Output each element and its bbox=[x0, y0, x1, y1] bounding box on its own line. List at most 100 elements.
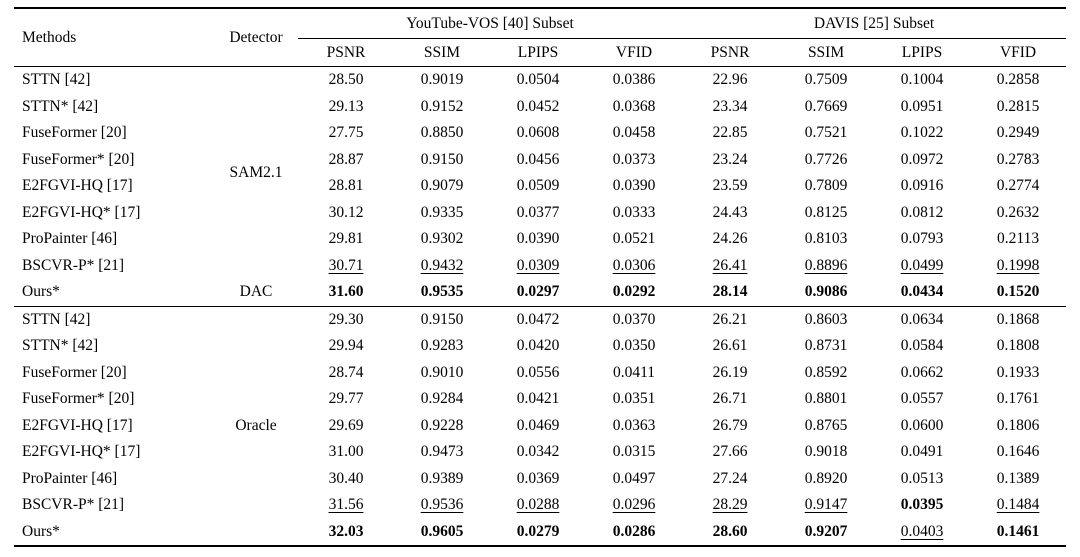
col-header-ssim-yt: SSIM bbox=[423, 43, 461, 61]
col-header-methods: Methods bbox=[22, 28, 77, 46]
col-header-vfid-davis: VFID bbox=[999, 43, 1037, 61]
method-cell: ProPainter [46] bbox=[22, 230, 118, 248]
metric-cell: 28.29 bbox=[712, 496, 748, 514]
metric-cell: 0.0972 bbox=[900, 150, 944, 168]
table-row: Ours* 32.03 0.9605 0.0279 0.0286 28.60 0.9207 0… bbox=[14, 519, 1066, 547]
results-table: Methods Detector YouTube-VOS [40] Subset… bbox=[14, 7, 1067, 547]
col-header-lpips-yt: LPIPS bbox=[517, 43, 559, 61]
method-cell: STTN [42] bbox=[22, 310, 91, 328]
metric-cell: 23.24 bbox=[712, 150, 748, 168]
method-cell: E2FGVI-HQ* [17] bbox=[22, 443, 141, 461]
metric-cell: 0.9010 bbox=[420, 363, 464, 381]
method-cell: BSCVR-P* [21] bbox=[22, 256, 125, 274]
table-row: ProPainter [46] 29.81 0.9302 0.0390 0.0521 24… bbox=[14, 226, 1066, 253]
table-row: FuseFormer [20] 28.74 0.9010 0.0556 0.0411 26… bbox=[14, 360, 1066, 387]
col-group-youtube-vos: YouTube-VOS [40] Subset bbox=[298, 8, 683, 39]
metric-cell: 0.0421 bbox=[516, 390, 560, 408]
metric-cell: 29.81 bbox=[328, 230, 364, 248]
method-cell: FuseFormer* [20] bbox=[22, 150, 135, 168]
metric-cell: 26.79 bbox=[712, 416, 748, 434]
metric-cell: 0.0390 bbox=[516, 230, 560, 248]
metric-cell: 0.0363 bbox=[612, 416, 656, 434]
metric-cell: 0.0513 bbox=[900, 469, 944, 487]
metric-cell: 23.34 bbox=[712, 97, 748, 115]
metric-cell: 0.9086 bbox=[804, 283, 848, 301]
metric-cell: 22.85 bbox=[712, 124, 748, 142]
metric-cell: 0.0286 bbox=[612, 522, 656, 540]
method-cell: FuseFormer [20] bbox=[22, 363, 127, 381]
metric-cell: 0.0456 bbox=[516, 150, 560, 168]
metric-cell: 0.0411 bbox=[612, 363, 656, 381]
metric-cell: 0.2858 bbox=[996, 71, 1040, 89]
metric-cell: 0.7726 bbox=[804, 150, 848, 168]
metric-cell: 0.0297 bbox=[516, 283, 560, 301]
metric-cell: 0.9284 bbox=[420, 390, 464, 408]
table-row: FuseFormer [20] 27.75 0.8850 0.0608 0.0458 22… bbox=[14, 120, 1066, 147]
metric-cell: 0.0350 bbox=[612, 337, 656, 355]
metric-cell: 0.0557 bbox=[900, 390, 944, 408]
metric-cell: 0.1646 bbox=[996, 443, 1040, 461]
metric-cell: 0.0600 bbox=[900, 416, 944, 434]
metric-cell: 0.7809 bbox=[804, 177, 848, 195]
metric-cell: 31.60 bbox=[328, 283, 364, 301]
metric-cell: 0.1389 bbox=[996, 469, 1040, 487]
metric-cell: 0.8850 bbox=[420, 124, 464, 142]
metric-cell: 0.0812 bbox=[900, 203, 944, 221]
metric-cell: 0.0951 bbox=[900, 97, 944, 115]
metric-cell: 0.9302 bbox=[420, 230, 464, 248]
metric-cell: 0.0370 bbox=[612, 310, 656, 328]
metric-cell: 0.9335 bbox=[420, 203, 464, 221]
metric-cell: 0.9150 bbox=[420, 150, 464, 168]
table-row: E2FGVI-HQ [17] 29.69 0.9228 0.0469 0.0363 26.… bbox=[14, 413, 1066, 440]
metric-cell: 0.0472 bbox=[516, 310, 560, 328]
metric-cell: 0.0377 bbox=[516, 203, 560, 221]
metric-cell: 0.0521 bbox=[612, 230, 656, 248]
metric-cell: 0.0315 bbox=[612, 443, 656, 461]
table-row: E2FGVI-HQ [17] 28.81 0.9079 0.0509 0.0390 23.… bbox=[14, 173, 1066, 200]
method-cell: FuseFormer [20] bbox=[22, 124, 127, 142]
metric-cell: 0.0351 bbox=[612, 390, 656, 408]
metric-cell: 28.50 bbox=[328, 71, 364, 89]
metric-cell: 0.7669 bbox=[804, 97, 848, 115]
metric-cell: 29.13 bbox=[328, 97, 364, 115]
metric-cell: 0.0279 bbox=[516, 522, 560, 540]
metric-cell: 0.9432 bbox=[420, 256, 464, 274]
metric-cell: 22.96 bbox=[712, 71, 748, 89]
metric-cell: 0.8103 bbox=[804, 230, 848, 248]
method-cell: E2FGVI-HQ [17] bbox=[22, 177, 133, 195]
col-header-psnr-yt: PSNR bbox=[326, 43, 366, 61]
metric-cell: 0.0296 bbox=[612, 496, 656, 514]
method-cell: E2FGVI-HQ* [17] bbox=[22, 203, 141, 221]
table-row: STTN [42] Oracle 29.30 0.9150 0.0472 0.0370 26… bbox=[14, 306, 1066, 434]
table-row: BSCVR-P* [21] 31.56 0.9536 0.0288 0.0296 28.2… bbox=[14, 492, 1066, 519]
col-group-davis: DAVIS [25] Subset bbox=[682, 8, 1067, 39]
metric-cell: 0.0369 bbox=[516, 469, 560, 487]
metric-cell: 29.94 bbox=[328, 337, 364, 355]
method-cell: STTN [42] bbox=[22, 71, 91, 89]
method-cell: STTN* [42] bbox=[22, 337, 99, 355]
metric-cell: 0.9018 bbox=[804, 443, 848, 461]
metric-cell: 0.2113 bbox=[997, 230, 1040, 248]
metric-cell: 26.61 bbox=[712, 337, 748, 355]
metric-cell: 0.9079 bbox=[420, 177, 464, 195]
col-header-ssim-davis: SSIM bbox=[807, 43, 845, 61]
metric-cell: 0.1933 bbox=[996, 363, 1040, 381]
metric-cell: 0.9536 bbox=[420, 496, 464, 514]
metric-cell: 28.60 bbox=[712, 522, 748, 540]
table-header: Methods Detector YouTube-VOS [40] Subset… bbox=[14, 8, 1067, 67]
detector-cell: Oracle bbox=[235, 416, 277, 434]
metric-cell: 0.1761 bbox=[996, 390, 1040, 408]
method-cell: Ours* bbox=[22, 283, 60, 301]
metric-cell: 0.2815 bbox=[996, 97, 1040, 115]
col-header-psnr-davis: PSNR bbox=[710, 43, 750, 61]
metric-cell: 0.0333 bbox=[612, 203, 656, 221]
metric-cell: 0.9152 bbox=[420, 97, 464, 115]
metric-cell: 0.9019 bbox=[420, 71, 464, 89]
metric-cell: 0.0509 bbox=[516, 177, 560, 195]
metric-cell: 0.0608 bbox=[516, 124, 560, 142]
metric-cell: 0.0916 bbox=[900, 177, 944, 195]
metric-cell: 0.0584 bbox=[900, 337, 944, 355]
metric-cell: 0.9389 bbox=[420, 469, 464, 487]
metric-cell: 0.8801 bbox=[804, 390, 848, 408]
metric-cell: 0.7521 bbox=[804, 124, 848, 142]
